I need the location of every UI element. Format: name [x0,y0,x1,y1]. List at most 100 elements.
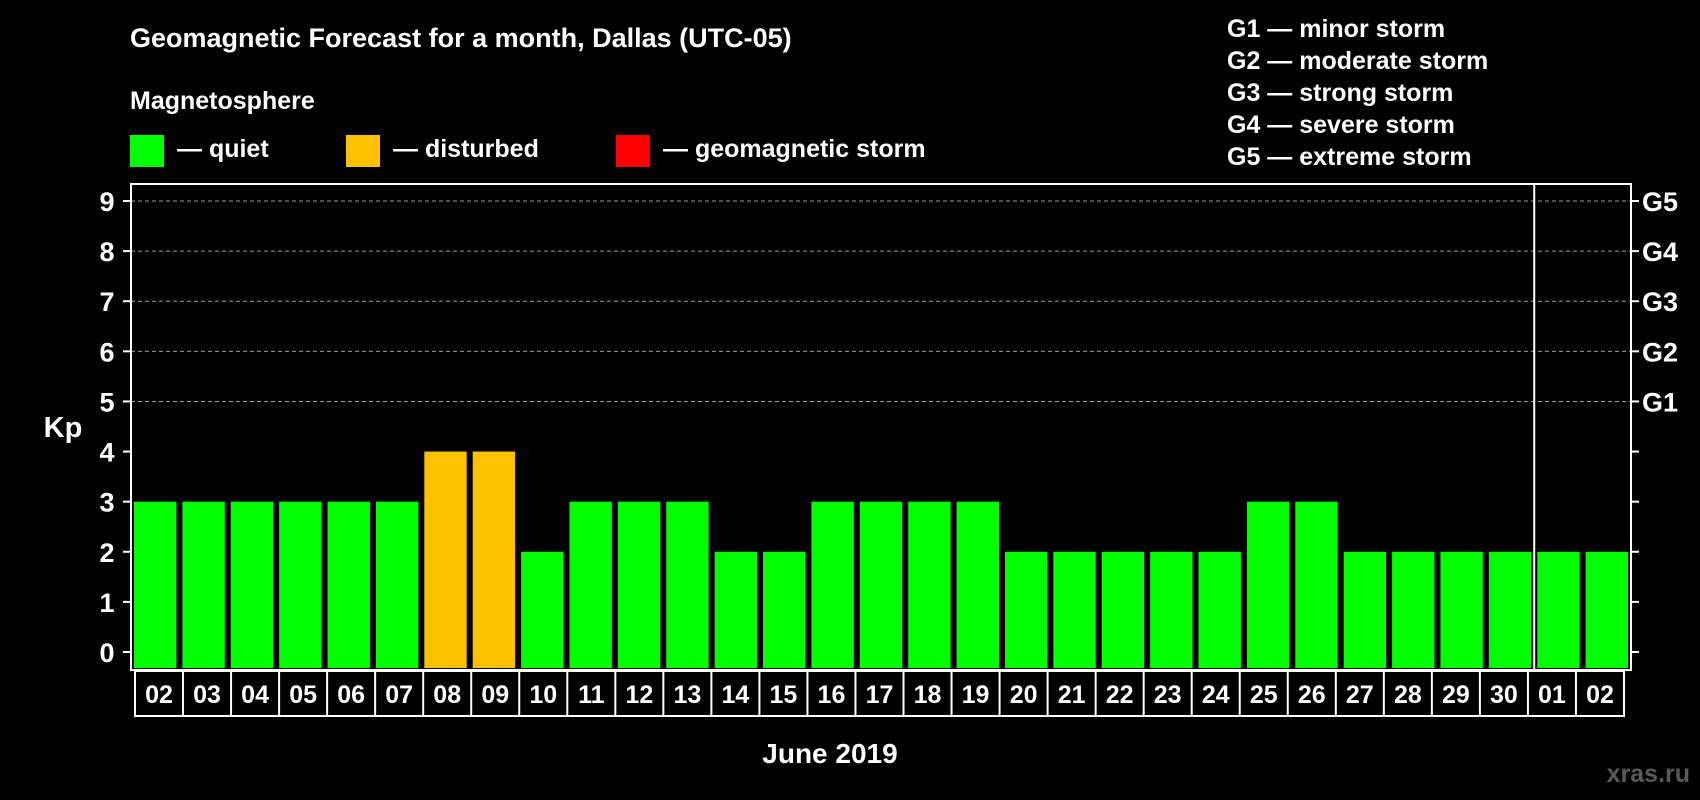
x-tick-label-05-3: 05 [289,681,317,709]
storm-scale-g1: G1 — minor storm [1227,15,1445,43]
x-tick-label-02-0: 02 [145,681,173,709]
legend-swatch-1 [346,135,380,167]
bar-19-17 [956,501,999,668]
x-tick-label-30-28: 30 [1490,681,1518,709]
bar-25-23 [1246,501,1290,668]
bar-04-2 [230,501,274,668]
x-tick-label-18-16: 18 [914,681,942,709]
x-tick-label-20-18: 20 [1010,681,1038,709]
x-tick-label-27-25: 27 [1346,681,1374,709]
x-tick-label-07-5: 07 [385,681,413,709]
legend-swatch-2 [616,135,650,167]
legend-title: Magnetosphere [130,87,315,115]
bar-05-3 [279,501,322,668]
bars [134,451,1628,668]
bar-12-10 [617,501,661,668]
gridlines [131,200,1631,402]
bar-15-13 [763,551,806,668]
storm-scale-g3: G3 — strong storm [1227,79,1453,107]
x-tick-label-22-20: 22 [1106,681,1134,709]
x-tick-label-16-14: 16 [818,681,846,709]
x-tick-label-24-22: 24 [1202,681,1230,709]
x-tick-label-15-13: 15 [770,681,798,709]
legend: — quiet — disturbed — geomagnetic storm [130,135,926,167]
x-tick-label-13-11: 13 [673,681,701,709]
bar-28-26 [1392,551,1435,668]
bar-30-28 [1488,551,1532,668]
x-tick-label-17-15: 17 [866,681,894,709]
bar-20-18 [1004,551,1048,668]
bar-26-24 [1295,501,1338,668]
x-tick-label-11-9: 11 [578,681,605,709]
right-axis-label-g3: G3 [1642,287,1678,317]
bar-16-14 [811,501,854,668]
legend-label-1: — disturbed [393,135,539,163]
bar-03-1 [182,501,225,668]
chart-title: Geomagnetic Forecast for a month, Dallas… [130,23,792,53]
x-tick-labels: 02 03 04 05 06 07 08 09 10 11 12 13 14 15 16 17 18 19 20 21… [134,670,1625,717]
x-tick-label-23-21: 23 [1154,681,1182,709]
y-tick-label-6: 6 [99,337,114,367]
bar-24-22 [1198,551,1241,668]
x-tick-label-29-27: 29 [1442,681,1470,709]
x-label-row-frame [134,670,1625,717]
y-tick-label-7: 7 [99,287,114,317]
x-tick-label-28-26: 28 [1394,681,1422,709]
x-tick-label-08-6: 08 [433,681,461,709]
right-axis-label-g5: G5 [1642,187,1678,217]
bar-02-30 [1585,551,1628,668]
legend-label-2: — geomagnetic storm [663,135,926,163]
bar-07-5 [375,501,419,668]
bar-01-29 [1537,551,1580,668]
x-tick-label-12-10: 12 [625,681,653,709]
x-axis-label: June 2019 [762,738,897,769]
x-tick-label-25-23: 25 [1250,681,1278,709]
bar-22-20 [1101,551,1145,668]
y-tick-label-9: 9 [99,187,114,217]
x-tick-label-06-4: 06 [337,681,365,709]
bar-14-12 [714,551,758,668]
bar-17-15 [859,501,903,668]
x-tick-label-10-8: 10 [529,681,557,709]
y-tick-label-5: 5 [99,387,114,417]
y-tick-label-8: 8 [99,237,114,267]
x-tick-label-19-17: 19 [962,681,990,709]
x-tick-label-21-19: 21 [1058,681,1086,709]
bar-11-9 [569,501,612,668]
y-tick-label-3: 3 [99,488,114,518]
legend-label-0: — quiet [177,135,269,163]
x-tick-label-04-2: 04 [241,681,269,709]
x-tick-label-03-1: 03 [193,681,221,709]
y-axis-label: Kp [44,412,83,444]
bar-08-6 [424,451,467,668]
right-axis-label-g2: G2 [1642,337,1678,367]
x-tick-label-14-12: 14 [721,681,749,709]
bar-06-4 [327,501,370,668]
bar-23-21 [1150,551,1193,668]
x-tick-label-01-29: 01 [1538,681,1566,709]
y-tick-label-1: 1 [99,588,114,618]
legend-swatch-0 [130,135,164,167]
right-axis-label-g4: G4 [1642,237,1678,267]
bar-27-25 [1343,551,1387,668]
x-tick-label-02-30: 02 [1586,681,1614,709]
y-tick-label-0: 0 [99,638,114,668]
bar-29-27 [1440,551,1483,668]
y-tick-label-2: 2 [99,538,114,568]
watermark: xras.ru [1607,760,1690,788]
bar-02-0 [134,501,177,668]
right-axis-label-g1: G1 [1642,387,1678,417]
storm-scale-g4: G4 — severe storm [1227,111,1455,139]
bar-21-19 [1053,551,1096,668]
storm-scale-g2: G2 — moderate storm [1227,47,1488,75]
x-tick-label-09-7: 09 [481,681,509,709]
y-tick-label-4: 4 [99,438,114,468]
bar-09-7 [472,451,516,668]
bar-18-16 [908,501,951,668]
storm-scale-g5: G5 — extreme storm [1227,143,1472,171]
bar-13-11 [666,501,709,668]
storm-scale-legend: G1 — minor storm G2 — moderate storm G3 — … [1227,15,1488,171]
x-tick-label-26-24: 26 [1298,681,1326,709]
bar-10-8 [521,551,564,668]
